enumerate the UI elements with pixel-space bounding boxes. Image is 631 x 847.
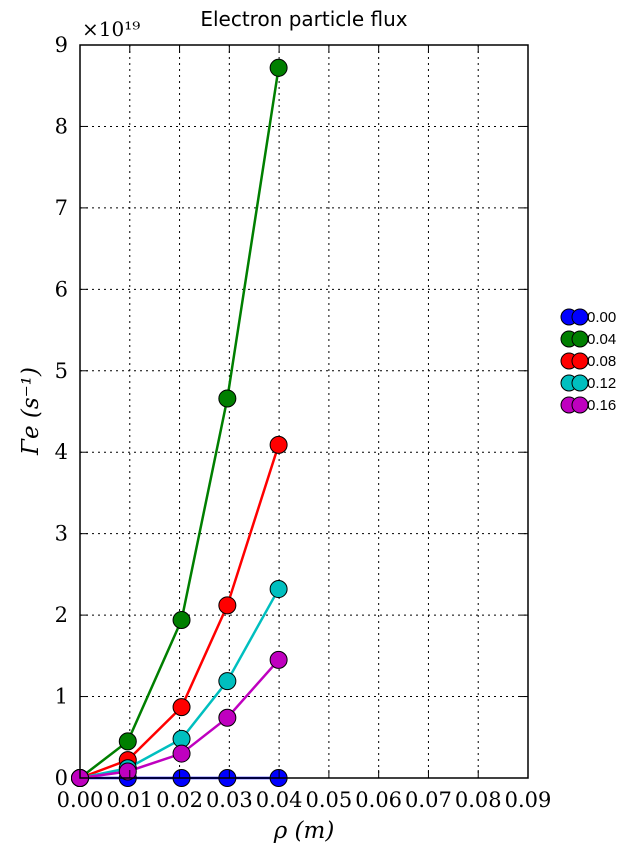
x-tick-label: 0.00 [57, 788, 104, 812]
y-tick-label: 9 [55, 33, 68, 57]
legend-entry: 0.00 [560, 308, 616, 326]
data-point-0.04 [118, 732, 137, 751]
legend-entry: 0.08 [560, 352, 616, 370]
data-point-0.04 [269, 58, 288, 77]
axis-ticks: 0.00 0.01 0.02 0.03 0.04 0.05 0.06 0.07 0.08 0.09… [55, 33, 552, 812]
data-point-0.16 [118, 762, 137, 781]
y-tick-label: 1 [55, 685, 68, 709]
x-axis-label: ρ (m) [273, 818, 335, 844]
legend: 0.00 0.04 0.08 0.12 0.16 [560, 308, 616, 414]
legend-marker [571, 352, 589, 370]
y-tick-label: 5 [55, 359, 68, 383]
x-tick-label: 0.01 [106, 788, 153, 812]
data-point-0.16 [218, 708, 237, 727]
data-point-0.08 [172, 698, 191, 717]
y-tick-label: 6 [55, 277, 68, 301]
data-point-0.12 [218, 672, 237, 691]
legend-label: 0.08 [587, 353, 616, 370]
legend-marker [571, 396, 589, 414]
y-tick-label: 4 [55, 440, 68, 464]
legend-marker [571, 330, 589, 348]
data-point-0.12 [269, 580, 288, 599]
series-line-0.04 [79, 67, 280, 779]
legend-marker [571, 308, 589, 326]
x-tick-label: 0.06 [355, 788, 402, 812]
y-tick-label: 7 [55, 196, 68, 220]
chart-title: Electron particle flux [200, 7, 407, 31]
x-tick-label: 0.05 [306, 788, 353, 812]
series-layer [71, 58, 288, 787]
y-tick-label: 3 [55, 522, 68, 546]
legend-entry: 0.16 [560, 396, 616, 414]
legend-label: 0.16 [587, 397, 616, 414]
data-point-0.16 [172, 744, 191, 763]
grid-lines [80, 45, 528, 778]
x-tick-label: 0.07 [405, 788, 452, 812]
y-tick-label: 8 [55, 114, 68, 138]
x-tick-label: 0.08 [455, 788, 502, 812]
legend-label: 0.12 [587, 375, 616, 392]
x-tick-label: 0.03 [206, 788, 253, 812]
x-tick-label: 0.04 [256, 788, 303, 812]
legend-marker [571, 374, 589, 392]
data-point-0.04 [218, 389, 237, 408]
y-multiplier: ×10¹⁹ [82, 17, 140, 41]
legend-entry: 0.04 [560, 330, 616, 348]
x-tick-label: 0.09 [505, 788, 552, 812]
plot-frame [79, 44, 529, 779]
y-tick-label: 2 [55, 603, 68, 627]
x-tick-label: 0.02 [156, 788, 203, 812]
data-point-0.08 [269, 435, 288, 454]
data-point-0.04 [172, 610, 191, 629]
y-tick-label: 0 [55, 766, 68, 790]
y-axis-label: Γe (s⁻¹) [18, 367, 44, 456]
legend-label: 0.00 [587, 309, 616, 326]
legend-label: 0.04 [587, 331, 616, 348]
legend-entry: 0.12 [560, 374, 616, 392]
data-point-0.16 [269, 650, 288, 669]
data-point-0.08 [218, 596, 237, 615]
